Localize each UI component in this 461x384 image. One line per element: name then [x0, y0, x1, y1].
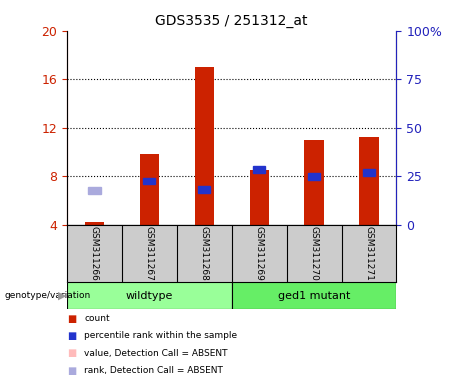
Bar [253, 166, 266, 173]
Text: ■: ■ [67, 314, 76, 324]
Bar [363, 169, 375, 176]
Text: wildtype: wildtype [125, 291, 173, 301]
Bar [67, 282, 231, 309]
Text: rank, Detection Call = ABSENT: rank, Detection Call = ABSENT [84, 366, 223, 375]
Text: ■: ■ [67, 366, 76, 376]
Text: value, Detection Call = ABSENT: value, Detection Call = ABSENT [84, 349, 228, 358]
Text: GSM311270: GSM311270 [309, 226, 319, 281]
Bar [140, 154, 159, 225]
Text: GSM311266: GSM311266 [90, 226, 99, 281]
Bar [143, 177, 155, 184]
Text: count: count [84, 314, 110, 323]
Bar [195, 67, 214, 225]
Text: ▶: ▶ [58, 291, 66, 301]
Text: GSM311267: GSM311267 [145, 226, 154, 281]
Text: ged1 mutant: ged1 mutant [278, 291, 350, 301]
Text: GSM311269: GSM311269 [254, 226, 264, 281]
Bar [198, 186, 210, 193]
Text: percentile rank within the sample: percentile rank within the sample [84, 331, 237, 341]
Bar [88, 187, 100, 194]
Title: GDS3535 / 251312_at: GDS3535 / 251312_at [155, 14, 308, 28]
Bar [308, 173, 320, 180]
Bar [231, 282, 396, 309]
Text: ■: ■ [67, 348, 76, 358]
Text: GSM311268: GSM311268 [200, 226, 209, 281]
Bar [249, 170, 269, 225]
Bar [85, 222, 104, 225]
Text: genotype/variation: genotype/variation [5, 291, 91, 300]
Bar [360, 137, 378, 225]
Bar [304, 140, 324, 225]
Text: ■: ■ [67, 331, 76, 341]
Text: GSM311271: GSM311271 [365, 226, 373, 281]
